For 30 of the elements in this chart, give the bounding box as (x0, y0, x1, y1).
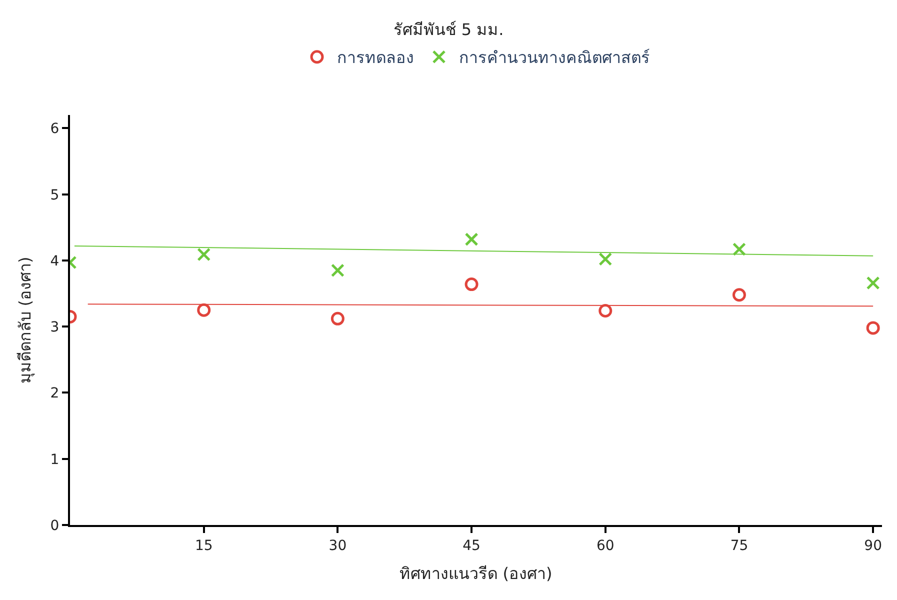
x-tick-label: 15 (194, 538, 213, 554)
point (732, 242, 746, 256)
y-tick-label: 5 (50, 187, 60, 204)
x-tick-label: 75 (730, 538, 748, 554)
y-tick-label: 1 (50, 452, 60, 468)
point (197, 303, 211, 317)
point (464, 278, 478, 292)
point (330, 264, 344, 278)
legend-label: การคำนวนทางคณิตศาสตร์ (459, 48, 650, 68)
x-axis-title: ทิศทางแนวรีด (องศา) (400, 564, 552, 583)
point (464, 232, 478, 246)
chart-title: รัศมีพันช์ 5 มม. (393, 20, 504, 40)
point (330, 312, 344, 326)
point (598, 252, 612, 266)
y-axis-title: มุมดีดกลับ (องศา) (16, 256, 36, 384)
legend-label: การทดลอง (337, 48, 414, 68)
y-tick-label: 3 (50, 320, 60, 336)
x-tick-label: 60 (596, 538, 614, 554)
point (197, 248, 211, 262)
point (732, 288, 746, 302)
y-tick-label: 6 (50, 121, 60, 138)
x-tick-label: 45 (462, 538, 480, 554)
x-tick-label: 90 (864, 538, 882, 554)
y-tick-label: 2 (50, 386, 60, 402)
y-tick-label: 4 (50, 253, 60, 270)
y-tick-label: 0 (50, 518, 60, 534)
x-tick-label: 30 (328, 538, 347, 554)
point (866, 276, 880, 290)
point (598, 304, 612, 318)
point (866, 321, 880, 335)
